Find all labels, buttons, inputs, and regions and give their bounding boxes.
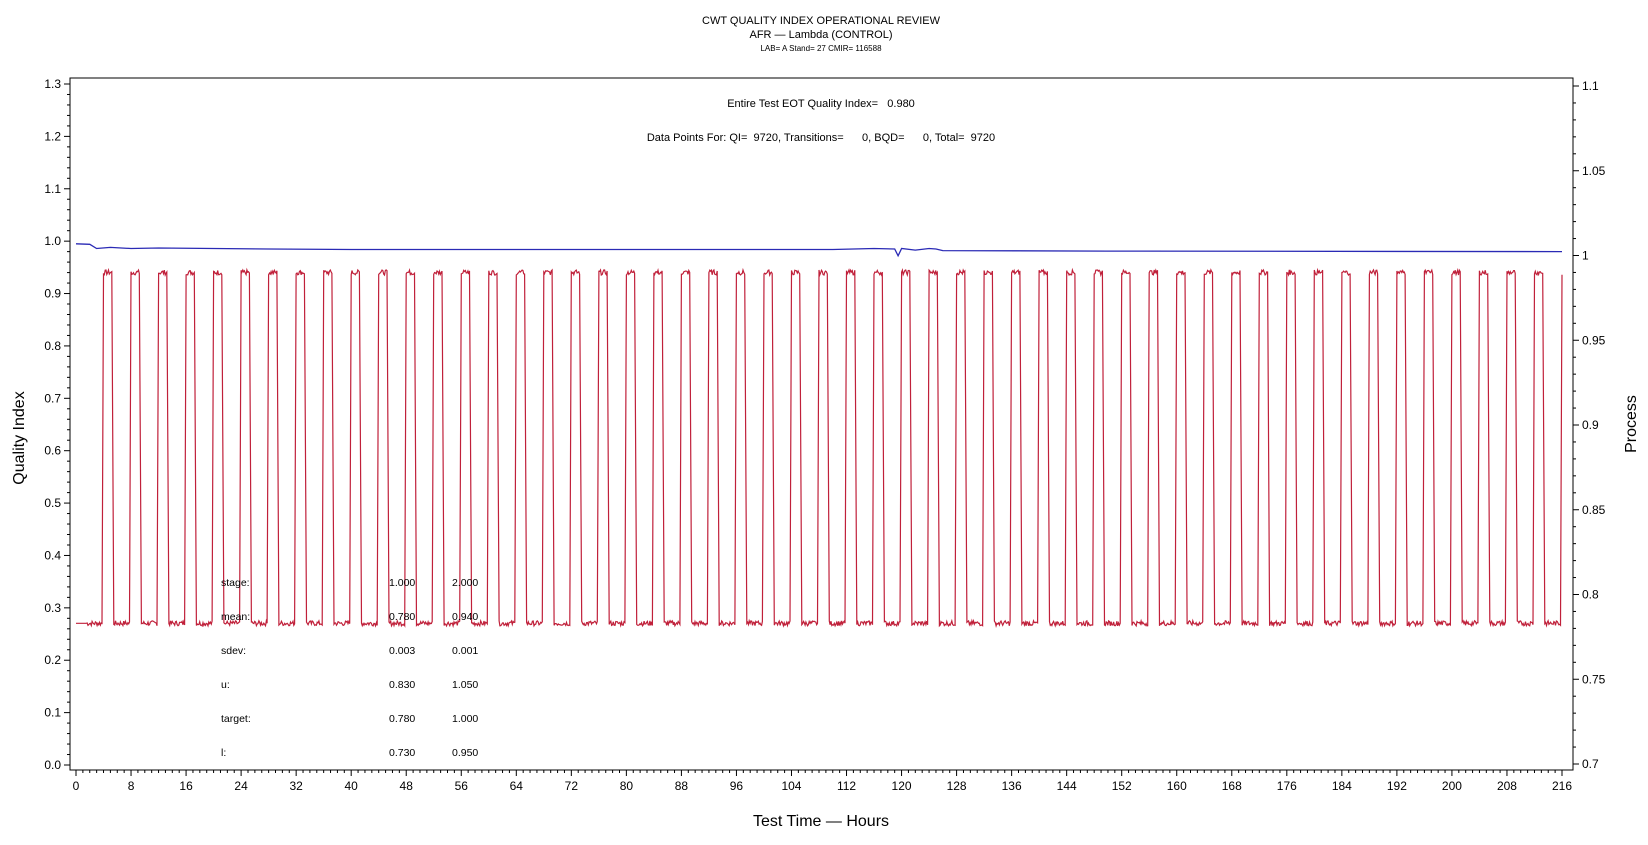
y-left-tick-label: 0.8: [44, 339, 61, 353]
axis-ticks: 0 8 16 24 32 40 48 56 64 72 80 88 96 104 112 120 128 136 1…: [44, 77, 1605, 793]
x-tick-label: 56: [455, 779, 469, 793]
y-right-tick-label: 0.95: [1582, 333, 1606, 347]
chart-title: CWT QUALITY INDEX OPERATIONAL REVIEW: [702, 15, 941, 27]
stats-stage1-value: 0.830: [389, 679, 415, 691]
x-tick-label: 192: [1387, 779, 1407, 793]
y-left-tick-label: 0.4: [44, 548, 61, 562]
quality-index-series-line: [75, 243, 1563, 258]
process-series-line: [76, 267, 1563, 629]
y-left-tick-label: 0.2: [44, 653, 61, 667]
y-right-tick-label: 1.1: [1582, 79, 1599, 93]
stats-stage1-value: 1.000: [389, 577, 415, 589]
stats-stage2-value: 0.950: [452, 747, 478, 759]
x-tick-label: 144: [1057, 779, 1077, 793]
x-tick-label: 64: [510, 779, 524, 793]
y-right-tick-label: 0.9: [1582, 418, 1599, 432]
x-tick-label: 136: [1002, 779, 1022, 793]
y-left-tick-label: 1.1: [44, 182, 61, 196]
y-right-tick-label: 0.75: [1582, 672, 1606, 686]
y-axis-label-right: Process: [1623, 395, 1640, 453]
y-left-tick-label: 0.6: [44, 444, 61, 458]
y-left-tick-label: 1.0: [44, 234, 61, 248]
stats-stage2-value: 1.000: [452, 713, 478, 725]
y-left-tick-label: 1.3: [44, 77, 61, 91]
stats-stage1-value: 0.003: [389, 645, 415, 657]
x-tick-label: 184: [1332, 779, 1352, 793]
stats-stage2-value: 0.940: [452, 611, 478, 623]
x-tick-label: 48: [400, 779, 414, 793]
stats-stage1-value: 0.780: [389, 611, 415, 623]
x-tick-label: 112: [837, 779, 856, 793]
y-left-tick-label: 0.7: [44, 391, 61, 405]
stats-stage2-value: 0.001: [452, 645, 478, 657]
y-right-tick-label: 0.8: [1582, 588, 1599, 602]
x-tick-label: 120: [892, 779, 912, 793]
x-tick-label: 152: [1112, 779, 1132, 793]
x-tick-label: 208: [1497, 779, 1517, 793]
x-tick-label: 216: [1552, 779, 1572, 793]
y-left-tick-label: 0.5: [44, 496, 61, 510]
y-left-tick-label: 0.9: [44, 287, 61, 301]
stats-row-label: sdev:: [221, 645, 246, 657]
chart-subtitle-lab: LAB= A Stand= 27 CMIR= 116588: [760, 44, 882, 53]
x-tick-label: 32: [289, 779, 303, 793]
y-left-tick-label: 0.3: [44, 601, 61, 615]
stats-stage2-value: 1.050: [452, 679, 478, 691]
x-tick-label: 0: [73, 779, 80, 793]
chart-subtitle: AFR — Lambda (CONTROL): [749, 29, 892, 41]
x-tick-label: 16: [179, 779, 193, 793]
x-tick-label: 96: [730, 779, 744, 793]
x-tick-label: 200: [1442, 779, 1462, 793]
x-tick-label: 80: [620, 779, 634, 793]
x-tick-label: 40: [345, 779, 359, 793]
y-right-tick-label: 1: [1582, 249, 1589, 263]
stats-row-label: stage:: [221, 577, 250, 589]
x-tick-label: 8: [128, 779, 135, 793]
stats-row-label: target:: [221, 713, 251, 725]
y-left-tick-label: 1.2: [44, 129, 61, 143]
series-lines: [75, 243, 1563, 629]
stats-stage1-value: 0.730: [389, 747, 415, 759]
stats-table: stage: 1.000 2.000 mean: 0.780 0.940 sdev: 0.00…: [221, 577, 478, 759]
x-tick-label: 88: [675, 779, 689, 793]
stats-row-label: u:: [221, 679, 230, 691]
x-tick-label: 168: [1222, 779, 1242, 793]
x-tick-label: 128: [947, 779, 967, 793]
y-right-tick-label: 0.7: [1582, 757, 1599, 771]
y-right-tick-label: 0.85: [1582, 503, 1606, 517]
stats-row-label: mean:: [221, 611, 250, 623]
stats-stage1-value: 0.780: [389, 713, 415, 725]
data-points-text: Data Points For: QI= 9720, Transitions= …: [647, 132, 995, 144]
x-tick-label: 176: [1277, 779, 1297, 793]
x-tick-label: 72: [565, 779, 579, 793]
y-axis-label-left: Quality Index: [11, 391, 28, 484]
x-tick-label: 104: [781, 779, 801, 793]
x-tick-label: 160: [1167, 779, 1187, 793]
stats-stage2-value: 2.000: [452, 577, 478, 589]
y-right-tick-label: 1.05: [1582, 164, 1606, 178]
eot-quality-index-text: Entire Test EOT Quality Index= 0.980: [727, 98, 915, 110]
stats-row-label: l:: [221, 747, 226, 759]
y-left-tick-label: 0.1: [44, 706, 61, 720]
y-left-tick-label: 0.0: [44, 758, 61, 772]
plot-area: [69, 77, 1574, 771]
x-axis-label: Test Time — Hours: [753, 813, 889, 830]
x-tick-label: 24: [234, 779, 248, 793]
